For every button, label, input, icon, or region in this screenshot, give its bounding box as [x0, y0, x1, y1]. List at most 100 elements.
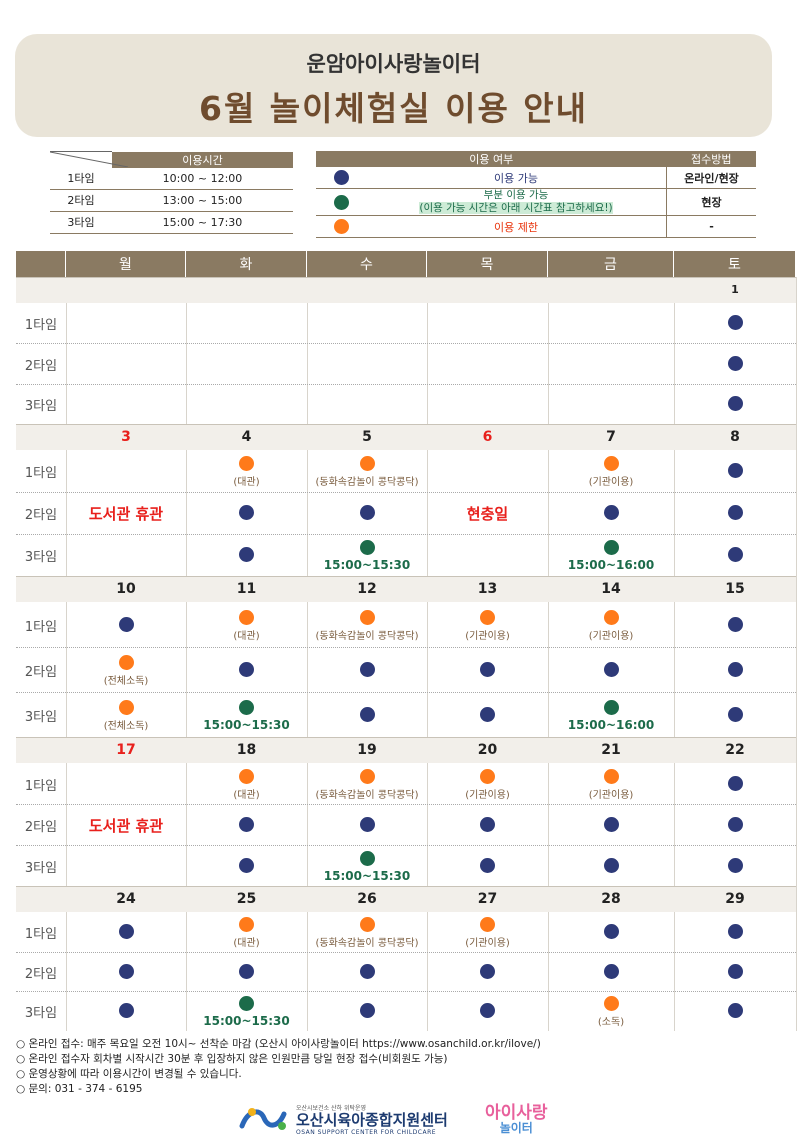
partial-dot-icon	[333, 194, 349, 210]
slot-cell	[674, 1003, 796, 1019]
available-dot-icon	[727, 706, 743, 722]
date-number: 19	[357, 742, 377, 758]
slot-cell: (대관)	[186, 768, 307, 801]
date-number: 17	[116, 742, 136, 758]
slot-cell: (기관이용)	[548, 768, 674, 801]
date-number: 6	[482, 429, 493, 445]
slot-divider	[16, 991, 796, 993]
restriction-note: (기관이용)	[588, 789, 634, 801]
restricted-dot-icon	[239, 456, 254, 471]
available-dot-icon	[603, 923, 619, 939]
slot-cell	[548, 857, 674, 873]
available-dot-icon	[727, 315, 743, 331]
restricted-dot-icon	[603, 996, 619, 1012]
week-divider	[16, 277, 796, 278]
swirl-logo-icon	[239, 1108, 287, 1130]
method-value: 현장	[666, 188, 756, 216]
closed-day-label: 도서관 휴관	[88, 505, 164, 523]
calendar-grid: 월 화 수 목 금 토 1 1타임 2타임 3타임 3 4 5 6 7 8 1타임 (대관) (동화속감놀이 콩닥콩…	[16, 251, 797, 1031]
slot-cell	[307, 816, 427, 832]
date-number: 13	[477, 581, 498, 597]
slot-cell	[548, 661, 674, 677]
slot-cell: (동화속감놀이 콩닥콩닥)	[307, 609, 427, 642]
column-divider	[548, 277, 549, 1031]
org-small-text: 오산시보건소 산하 위탁운영	[296, 1104, 367, 1112]
slot-cell	[674, 315, 796, 331]
slot-cell	[548, 963, 674, 979]
slot-cell	[674, 395, 796, 411]
diagonal-line-icon	[50, 152, 128, 167]
slot-cell: (전체소독)	[66, 699, 186, 732]
legend-label: 이용 가능	[366, 167, 667, 189]
slot-cell	[427, 857, 548, 873]
restriction-note: (기관이용)	[588, 630, 634, 642]
available-dot-icon	[603, 816, 619, 832]
slot-cell: (전체소독)	[66, 654, 186, 687]
slot-divider	[16, 647, 796, 648]
slot-divider	[16, 845, 796, 846]
available-dot-icon	[727, 505, 743, 520]
slot-divider	[16, 383, 796, 385]
brand-line1: 아이사랑	[485, 1103, 548, 1123]
slot-label: 3타임	[24, 398, 58, 414]
slot-cell: (동화속감놀이 콩닥콩닥)	[307, 768, 427, 801]
available-dot-icon	[359, 505, 375, 520]
date-number: 10	[116, 581, 136, 597]
restricted-dot-icon	[239, 768, 254, 784]
partial-dot-icon	[359, 850, 375, 866]
slot-cell: (동화속감놀이 콩닥콩닥)	[307, 916, 427, 949]
slot-label: 1타임	[24, 926, 58, 942]
weekday-header: 토	[674, 251, 796, 277]
column-divider	[674, 277, 675, 1031]
weekday-header: 목	[427, 251, 548, 277]
column-divider	[796, 277, 797, 1031]
available-dot-icon	[727, 816, 743, 832]
legend-label: 이용 제한	[366, 215, 667, 238]
notes: ○ 온라인 접수: 매주 목요일 오전 10시~ 선착순 마감 (오산시 아이사…	[16, 1037, 541, 1097]
slot-cell	[674, 923, 796, 939]
table-row: 부분 이용 가능 (이용 가능 시간은 아래 시간표 참고하세요!) 현장	[316, 188, 756, 216]
status-legend-table: 이용 여부 접수방법 이용 가능 온라인/현장 부분 이용 가능 (이용 가능 …	[316, 151, 756, 238]
weekday-header: 수	[307, 251, 427, 277]
restriction-note: (동화속감놀이 콩닥콩닥)	[315, 937, 419, 949]
available-dot-icon	[727, 616, 743, 632]
partial-time: 15:00~15:30	[323, 558, 411, 572]
slot-cell: (기관이용)	[548, 456, 674, 488]
partial-dot-icon	[359, 540, 375, 555]
slot-cell: (기관이용)	[427, 916, 548, 949]
available-dot-icon	[118, 963, 134, 979]
restriction-note: (대관)	[233, 477, 260, 488]
column-divider	[427, 277, 428, 1031]
slot-cell	[186, 547, 307, 562]
table-row: 3타임 15:00 ~ 17:30	[50, 211, 293, 234]
slot-cell	[186, 505, 307, 520]
slot-cell: (대관)	[186, 609, 307, 642]
page-title: 6월 놀이체험실 이용 안내	[198, 89, 589, 128]
restriction-note: (기관이용)	[588, 477, 634, 488]
slot-label: 2타임	[24, 358, 58, 374]
note-line: ○ 운영상황에 따라 이용시간이 변경될 수 있습니다.	[16, 1068, 242, 1080]
available-dot-icon	[727, 775, 743, 791]
slot-cell	[66, 923, 186, 939]
restricted-dot-icon	[480, 768, 495, 784]
available-dot-icon	[118, 1003, 134, 1019]
restricted-dot-icon	[480, 609, 495, 625]
restricted-dot-icon	[118, 699, 134, 715]
available-dot-icon	[727, 963, 743, 979]
slot-cell: 15:00~15:30	[307, 850, 427, 883]
slot-cell	[307, 1003, 427, 1019]
restricted-dot-icon	[359, 609, 375, 625]
available-dot-icon	[480, 816, 495, 832]
restricted-dot-icon	[333, 219, 349, 234]
available-dot-icon	[359, 1003, 375, 1019]
slot-label: 3타임	[24, 709, 58, 725]
slot-cell	[186, 661, 307, 677]
method-value: -	[666, 215, 756, 238]
slot-cell	[674, 616, 796, 632]
slot-label: 2타임	[24, 508, 58, 523]
slot-cell	[674, 706, 796, 722]
slot-cell	[66, 1003, 186, 1019]
week-divider	[16, 886, 796, 887]
slot-cell	[66, 963, 186, 979]
table-row: 이용 가능 온라인/현장	[316, 167, 756, 189]
